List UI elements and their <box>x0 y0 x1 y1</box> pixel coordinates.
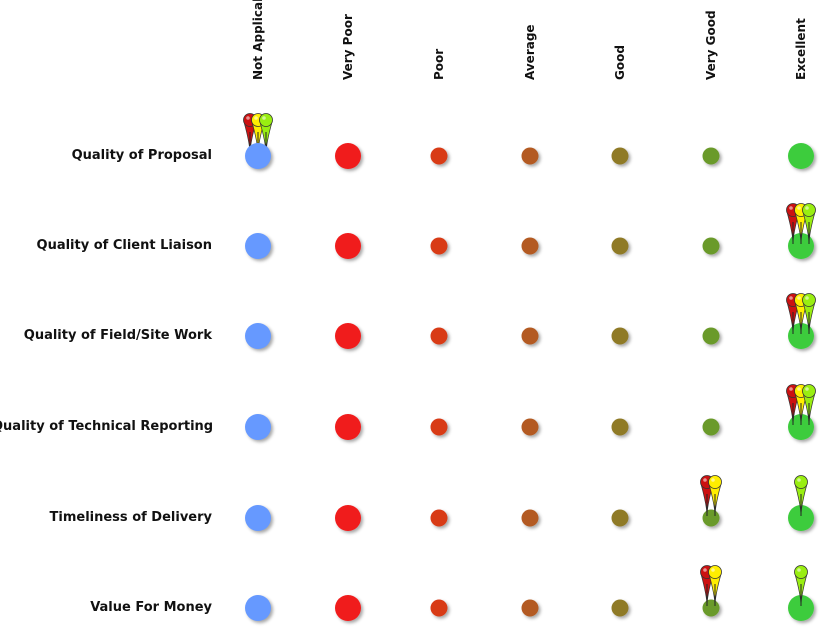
rating-option-average[interactable] <box>521 418 539 436</box>
row-label-quality-of-proposal: Quality of Proposal <box>71 148 212 163</box>
row-label-quality-of-technical-reporting: Quality of Technical Reporting <box>0 419 214 434</box>
rating-option-excellent[interactable] <box>788 143 814 169</box>
pin-marker-green[interactable] <box>802 384 816 426</box>
rating-scale-value-for-money <box>335 595 814 621</box>
row-label-value-for-money: Value For Money <box>90 600 212 615</box>
pin-marker-green[interactable] <box>802 293 816 335</box>
rating-option-very-good[interactable] <box>702 509 720 527</box>
not-applicable-option[interactable] <box>245 143 271 169</box>
rating-option-very-good[interactable] <box>702 418 720 436</box>
rating-option-good[interactable] <box>611 327 629 345</box>
pin-marker-yellow[interactable] <box>708 565 722 607</box>
row-label-quality-of-field-site-work: Quality of Field/Site Work <box>23 328 212 343</box>
rating-option-very-poor[interactable] <box>335 414 361 440</box>
rating-option-very-poor[interactable] <box>335 505 361 531</box>
rating-option-very-good[interactable] <box>702 147 720 165</box>
rating-option-good[interactable] <box>611 599 629 617</box>
rating-option-very-poor[interactable] <box>335 595 361 621</box>
pin-marker-green[interactable] <box>794 475 808 517</box>
rating-option-very-poor[interactable] <box>335 323 361 349</box>
rating-option-good[interactable] <box>611 509 629 527</box>
pin-marker-green[interactable] <box>794 565 808 607</box>
rating-option-average[interactable] <box>521 327 539 345</box>
rating-scale-timeliness-of-delivery <box>335 505 814 531</box>
rating-option-poor[interactable] <box>430 327 448 345</box>
row-label-quality-of-client-liaison: Quality of Client Liaison <box>36 238 212 253</box>
not-applicable-option[interactable] <box>245 595 271 621</box>
pin-marker-green[interactable] <box>259 113 273 155</box>
rating-option-good[interactable] <box>611 418 629 436</box>
rating-scale-quality-of-technical-reporting <box>335 414 814 440</box>
rating-option-poor[interactable] <box>430 147 448 165</box>
rating-option-excellent[interactable] <box>788 233 814 259</box>
not-applicable-option[interactable] <box>245 233 271 259</box>
rating-option-very-poor[interactable] <box>335 143 361 169</box>
rating-option-average[interactable] <box>521 599 539 617</box>
rating-option-excellent[interactable] <box>788 323 814 349</box>
rating-option-poor[interactable] <box>430 599 448 617</box>
rating-scale-quality-of-field-site-work <box>335 323 814 349</box>
rating-option-average[interactable] <box>521 509 539 527</box>
not-applicable-option[interactable] <box>245 323 271 349</box>
not-applicable-option[interactable] <box>245 414 271 440</box>
rating-option-good[interactable] <box>611 147 629 165</box>
row-label-timeliness-of-delivery: Timeliness of Delivery <box>49 510 212 525</box>
rating-option-average[interactable] <box>521 147 539 165</box>
rating-option-excellent[interactable] <box>788 414 814 440</box>
rating-option-excellent[interactable] <box>788 595 814 621</box>
rating-scale-quality-of-client-liaison <box>335 233 814 259</box>
rating-option-very-good[interactable] <box>702 599 720 617</box>
rating-option-average[interactable] <box>521 237 539 255</box>
rating-option-poor[interactable] <box>430 237 448 255</box>
rating-option-very-good[interactable] <box>702 327 720 345</box>
pin-marker-yellow[interactable] <box>708 475 722 517</box>
rating-option-very-poor[interactable] <box>335 233 361 259</box>
rating-option-good[interactable] <box>611 237 629 255</box>
rating-option-excellent[interactable] <box>788 505 814 531</box>
rating-option-poor[interactable] <box>430 418 448 436</box>
rating-option-very-good[interactable] <box>702 237 720 255</box>
pin-marker-green[interactable] <box>802 203 816 245</box>
rating-scale-quality-of-proposal <box>335 143 814 169</box>
not-applicable-option[interactable] <box>245 505 271 531</box>
rating-option-poor[interactable] <box>430 509 448 527</box>
